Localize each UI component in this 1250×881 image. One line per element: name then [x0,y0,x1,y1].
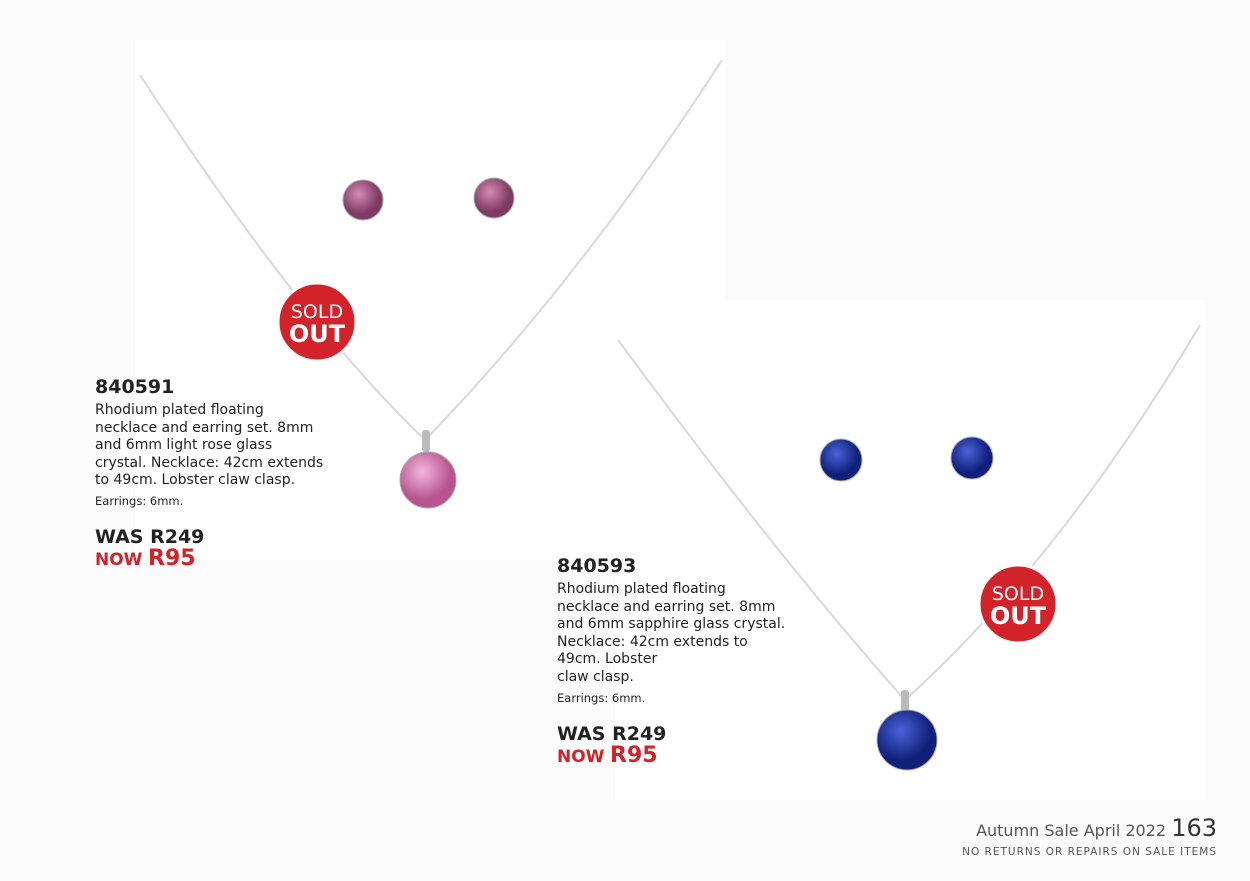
earring [819,438,863,482]
earring [473,177,515,219]
description-line: necklace and earring set. 8mm [557,598,776,615]
badge-text: SOLD [992,583,1044,605]
product-info: 840593 Rhodium plated floating necklace … [557,555,785,768]
product-info: 840591 Rhodium plated floating necklace … [95,376,323,571]
sold-out-badge: SOLD OUT [977,563,1059,645]
description-line: to 49cm. Lobster claw clasp. [95,472,296,489]
description-line: claw clasp. [557,668,634,685]
price: R95 [610,742,658,768]
sold-out-badge: SOLD OUT [276,281,358,363]
was-price: WAS R249 [557,722,667,745]
bail [901,690,909,712]
product-code: 840593 [557,555,637,577]
earring [950,436,994,480]
footer-note: NO RETURNS OR REPAIRS ON SALE ITEMS [962,846,1217,858]
description-line: 49cm. Lobster [557,651,658,668]
badge-text: SOLD [291,301,343,323]
description-line: Rhodium plated floating [557,581,726,597]
now-price: NOW R95 [557,742,785,768]
price: R95 [148,545,196,571]
now-label: NOW [557,746,605,767]
product-code: 840591 [95,376,175,398]
earrings-size: Earrings: 6mm. [557,690,646,705]
was-price: WAS R249 [95,525,205,548]
description-line: Necklace: 42cm extends to [557,633,748,650]
earrings-size: Earrings: 6mm. [95,493,184,508]
footer-title: Autumn Sale April 2022 [976,821,1167,840]
description: Rhodium plated floating necklace and ear… [95,402,323,490]
pendant [399,451,457,509]
bail [422,430,430,452]
description-line: Rhodium plated floating [95,402,264,418]
now-price: NOW R95 [95,545,323,571]
badge-text: OUT [990,602,1047,630]
description-line: necklace and earring set. 8mm [95,419,314,436]
description-line: and 6mm light rose glass [95,437,273,454]
footer: Autumn Sale April 2022 163 NO RETURNS OR… [962,814,1217,858]
page-number: 163 [1171,814,1217,842]
earring [342,179,384,221]
description-line: and 6mm sapphire glass crystal. [557,616,786,633]
description: Rhodium plated floating necklace and ear… [557,581,785,687]
pendant [876,709,938,771]
description-line: crystal. Necklace: 42cm extends [95,454,324,471]
badge-text: OUT [289,320,346,348]
now-label: NOW [95,549,143,570]
